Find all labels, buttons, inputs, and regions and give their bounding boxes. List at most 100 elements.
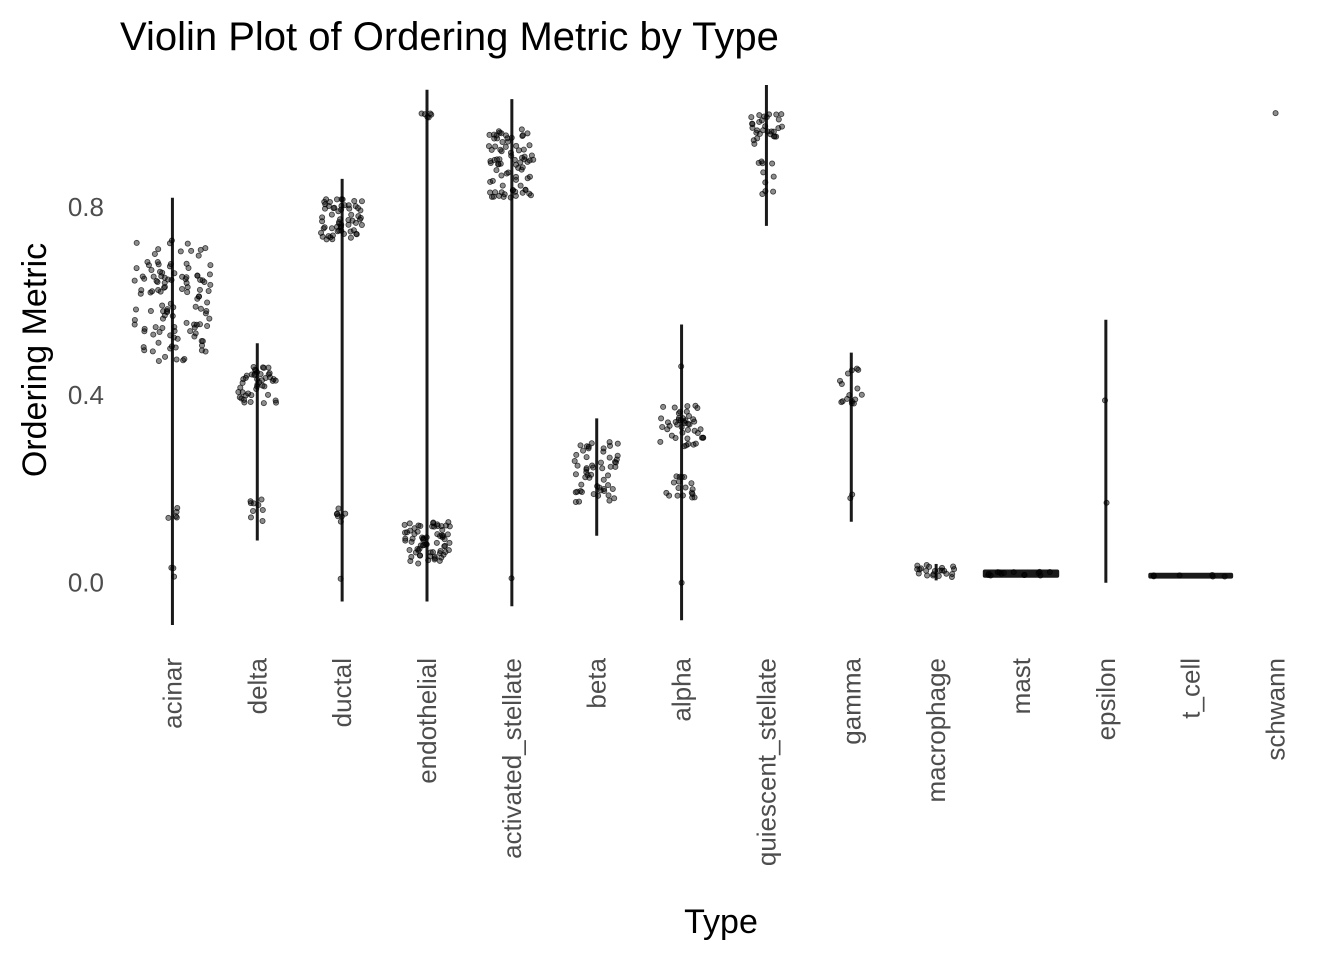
data-point	[499, 138, 506, 145]
data-point	[207, 262, 214, 269]
data-point	[666, 492, 673, 499]
data-point	[206, 271, 213, 278]
data-point	[686, 421, 693, 428]
data-point	[151, 250, 158, 257]
data-point	[349, 217, 356, 224]
data-point	[775, 125, 782, 132]
data-point	[1101, 397, 1108, 404]
data-point	[150, 273, 157, 280]
data-point	[524, 158, 531, 165]
data-point	[191, 321, 198, 328]
data-point	[578, 481, 585, 488]
data-point	[131, 316, 138, 323]
data-point	[137, 290, 144, 297]
violin-density	[1148, 572, 1234, 579]
data-point	[320, 225, 327, 232]
data-point	[185, 265, 192, 272]
data-point	[923, 567, 930, 574]
data-point	[204, 299, 211, 306]
data-point	[240, 376, 247, 383]
data-point	[357, 207, 364, 214]
data-point	[528, 152, 535, 159]
data-point	[194, 295, 201, 302]
data-point	[155, 286, 162, 293]
data-point	[775, 116, 782, 123]
data-point	[241, 396, 248, 403]
data-point	[131, 321, 138, 328]
data-point	[254, 381, 261, 388]
data-point	[327, 234, 334, 241]
data-point	[578, 489, 585, 496]
data-point	[184, 240, 191, 247]
data-point	[691, 427, 698, 434]
data-point	[355, 213, 362, 220]
data-point	[499, 182, 506, 189]
data-point	[414, 545, 421, 552]
data-point	[773, 111, 780, 118]
data-point	[257, 371, 264, 378]
data-point	[162, 353, 169, 360]
data-point	[197, 305, 204, 312]
data-point	[345, 221, 352, 228]
data-point	[684, 435, 691, 442]
violin-alpha	[657, 324, 707, 621]
data-point	[943, 570, 950, 577]
data-point	[191, 333, 198, 340]
data-point	[150, 331, 157, 338]
data-point	[513, 173, 520, 180]
data-point	[267, 374, 274, 381]
data-point	[770, 173, 777, 180]
data-point	[848, 367, 855, 374]
data-point	[485, 143, 492, 150]
data-point	[515, 147, 522, 154]
data-point	[272, 397, 279, 404]
data-point	[338, 206, 345, 213]
data-point	[674, 492, 681, 499]
data-point	[155, 339, 162, 346]
data-point	[420, 535, 427, 542]
data-point	[574, 462, 581, 469]
x-tick-label: quiescent_stellate	[751, 658, 781, 866]
data-point	[156, 329, 163, 336]
data-point	[194, 272, 201, 279]
data-point	[486, 131, 493, 138]
data-point	[411, 531, 418, 538]
data-point	[427, 549, 434, 556]
data-point	[259, 364, 266, 371]
data-point	[691, 418, 698, 425]
data-point	[839, 398, 846, 405]
data-point	[261, 383, 268, 390]
data-point	[664, 419, 671, 426]
y-tick-label: 0.0	[68, 568, 104, 598]
violin-epsilon	[1101, 319, 1110, 583]
data-point	[155, 357, 162, 364]
data-point	[611, 495, 618, 502]
x-tick-label: beta	[582, 657, 612, 708]
data-point	[416, 552, 423, 559]
data-point	[491, 157, 498, 164]
x-tick-label: endothelial	[412, 658, 442, 784]
data-point	[401, 521, 408, 528]
data-point	[265, 364, 272, 371]
data-point	[331, 204, 338, 211]
violin-gamma	[837, 352, 865, 522]
data-point	[681, 474, 688, 481]
data-point	[165, 276, 172, 283]
data-point	[147, 289, 154, 296]
data-point	[408, 538, 415, 545]
data-point	[658, 415, 665, 422]
data-point	[526, 142, 533, 149]
data-point	[341, 202, 348, 209]
data-point	[1209, 573, 1216, 580]
data-point	[518, 126, 525, 133]
data-point	[177, 248, 184, 255]
data-point	[1272, 110, 1279, 117]
data-point	[754, 135, 761, 142]
x-tick-label: schwann	[1261, 658, 1291, 761]
data-point	[152, 324, 159, 331]
y-axis-title: Ordering Metric	[16, 243, 54, 477]
x-tick-label: alpha	[667, 657, 697, 721]
data-point	[607, 463, 614, 470]
data-point	[402, 535, 409, 542]
data-point	[837, 377, 844, 384]
